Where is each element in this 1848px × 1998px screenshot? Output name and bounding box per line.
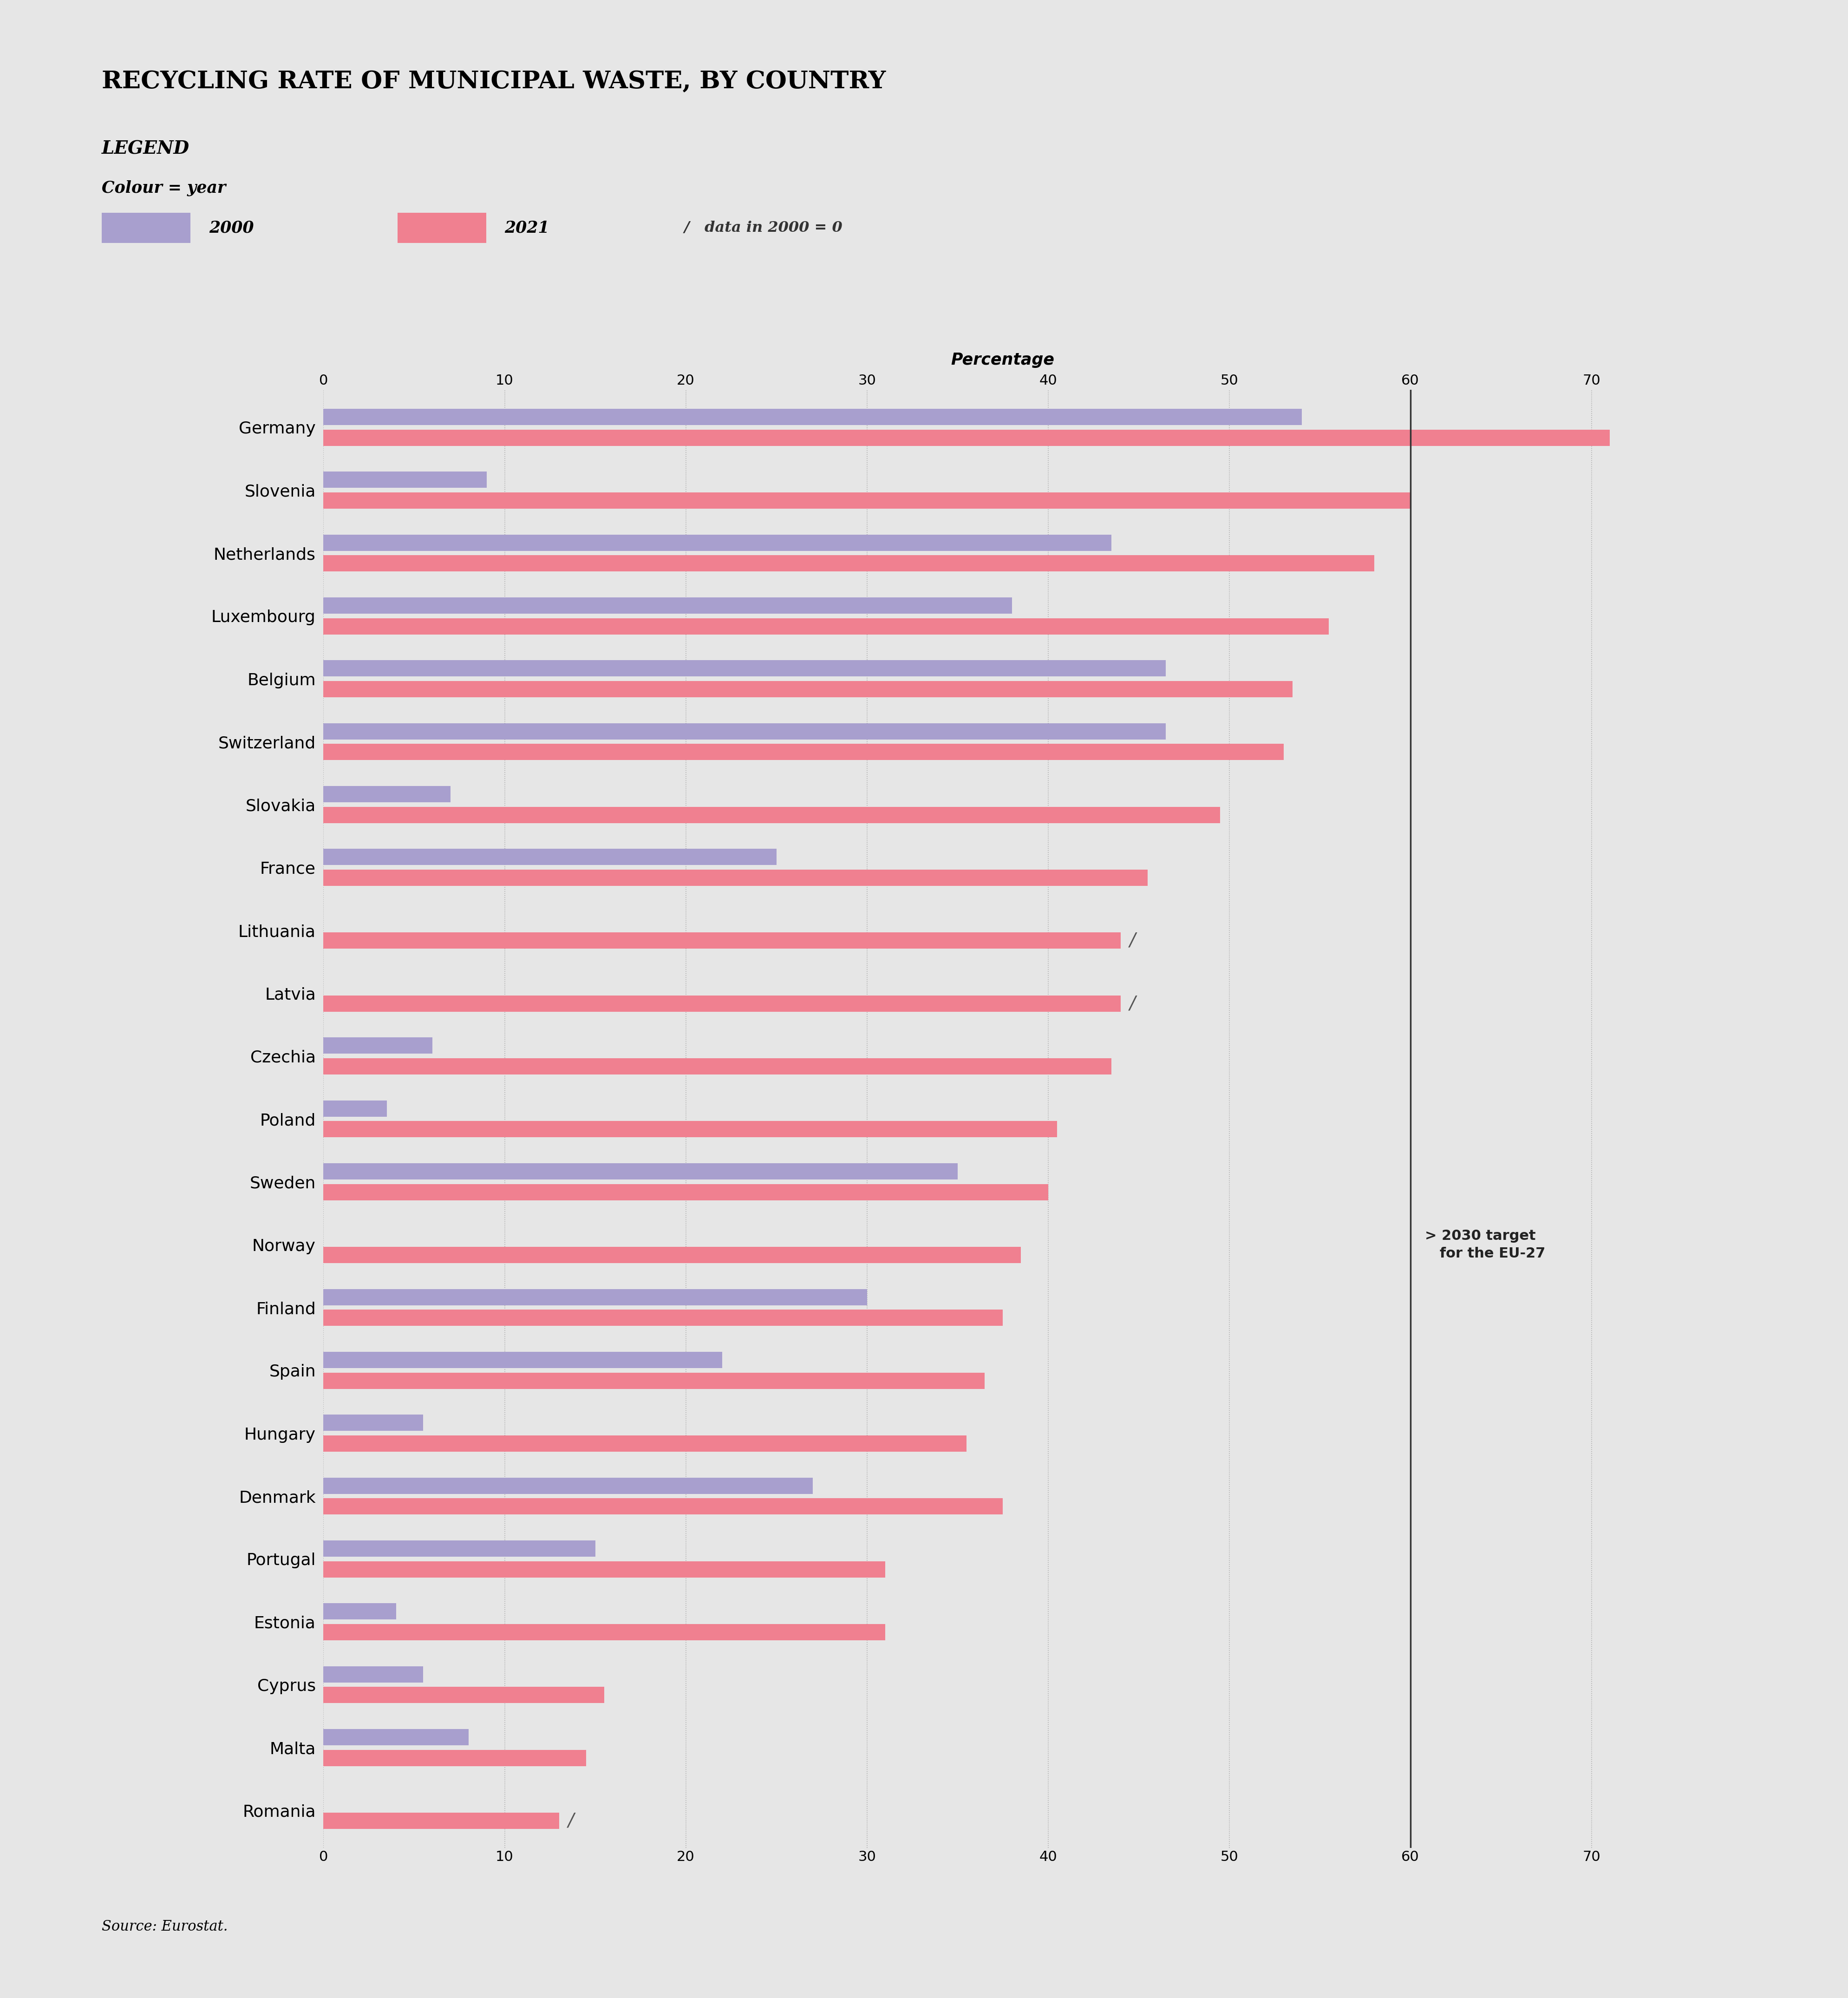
Text: > 2030 target
   for the EU-27: > 2030 target for the EU-27 — [1425, 1229, 1545, 1261]
Text: LEGEND: LEGEND — [102, 140, 190, 158]
Bar — [323, 472, 486, 488]
Bar — [323, 1185, 1048, 1201]
Text: /   data in 2000 = 0: / data in 2000 = 0 — [684, 220, 843, 236]
Bar — [323, 933, 1120, 949]
Bar — [323, 535, 1111, 551]
Text: RECYCLING RATE OF MUNICIPAL WASTE, BY COUNTRY: RECYCLING RATE OF MUNICIPAL WASTE, BY CO… — [102, 70, 885, 94]
Bar — [323, 555, 1373, 571]
Bar — [323, 659, 1166, 677]
Text: /: / — [1129, 995, 1135, 1013]
X-axis label: Percentage: Percentage — [950, 352, 1055, 368]
Bar — [323, 1666, 423, 1682]
Bar — [323, 1435, 967, 1453]
Bar — [323, 681, 1292, 697]
Bar — [323, 430, 1610, 446]
Bar — [323, 492, 1410, 509]
Bar — [323, 1728, 468, 1746]
Bar — [323, 849, 776, 865]
Text: 2021: 2021 — [505, 220, 549, 236]
Text: Source: Eurostat.: Source: Eurostat. — [102, 1920, 227, 1934]
Bar — [323, 597, 1011, 613]
Bar — [323, 410, 1301, 426]
Bar — [323, 1624, 885, 1640]
Bar — [323, 1353, 723, 1369]
Text: /: / — [567, 1812, 575, 1830]
Bar — [323, 807, 1220, 823]
Text: /: / — [1129, 931, 1135, 949]
Bar — [323, 1750, 586, 1766]
Bar — [323, 1059, 1111, 1075]
Text: Colour = year: Colour = year — [102, 180, 225, 196]
Bar — [323, 1560, 885, 1578]
Bar — [323, 785, 451, 803]
Bar — [323, 1812, 558, 1828]
Bar — [323, 1247, 1020, 1263]
Bar — [323, 1121, 1057, 1137]
Bar — [323, 1498, 1002, 1514]
Bar — [323, 1101, 386, 1117]
Bar — [323, 1686, 604, 1702]
Bar — [323, 1373, 985, 1389]
Bar — [323, 1479, 813, 1495]
Text: 2000: 2000 — [209, 220, 253, 236]
Bar — [323, 617, 1329, 635]
Bar — [323, 995, 1120, 1011]
Bar — [323, 743, 1283, 759]
Bar — [323, 1289, 867, 1305]
Bar — [323, 723, 1166, 739]
Bar — [323, 1037, 432, 1053]
Bar — [323, 1540, 595, 1556]
Bar — [323, 1602, 395, 1620]
Bar — [323, 869, 1148, 885]
Bar — [323, 1415, 423, 1431]
Bar — [323, 1309, 1002, 1327]
Bar — [323, 1163, 957, 1179]
